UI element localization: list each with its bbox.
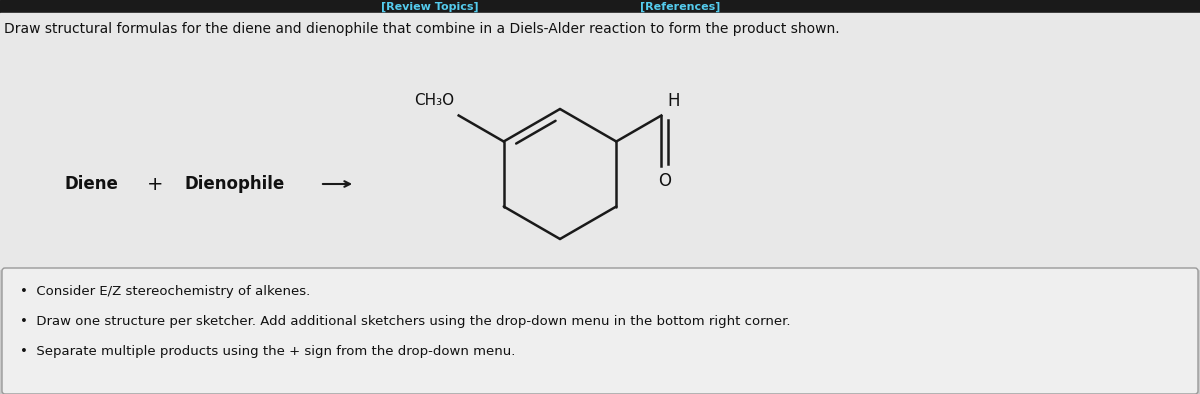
Text: •  Draw one structure per sketcher. Add additional sketchers using the drop-down: • Draw one structure per sketcher. Add a…: [20, 316, 791, 329]
Text: Dienophile: Dienophile: [185, 175, 286, 193]
Text: [Review Topics]: [Review Topics]: [382, 2, 479, 12]
Text: [References]: [References]: [640, 2, 720, 12]
Text: +: +: [146, 175, 163, 193]
Bar: [0, 0, 1200, 13]
Text: •  Consider E/Z stereochemistry of alkenes.: • Consider E/Z stereochemistry of alkene…: [20, 286, 311, 299]
Text: H: H: [667, 91, 680, 110]
Text: O: O: [659, 171, 671, 190]
Text: Diene: Diene: [65, 175, 119, 193]
FancyBboxPatch shape: [2, 268, 1198, 394]
Text: CH₃O: CH₃O: [414, 93, 455, 108]
Text: Draw structural formulas for the diene and dienophile that combine in a Diels-Al: Draw structural formulas for the diene a…: [4, 22, 840, 36]
Text: •  Separate multiple products using the + sign from the drop-down menu.: • Separate multiple products using the +…: [20, 346, 515, 359]
Bar: [0, 13, 1200, 269]
